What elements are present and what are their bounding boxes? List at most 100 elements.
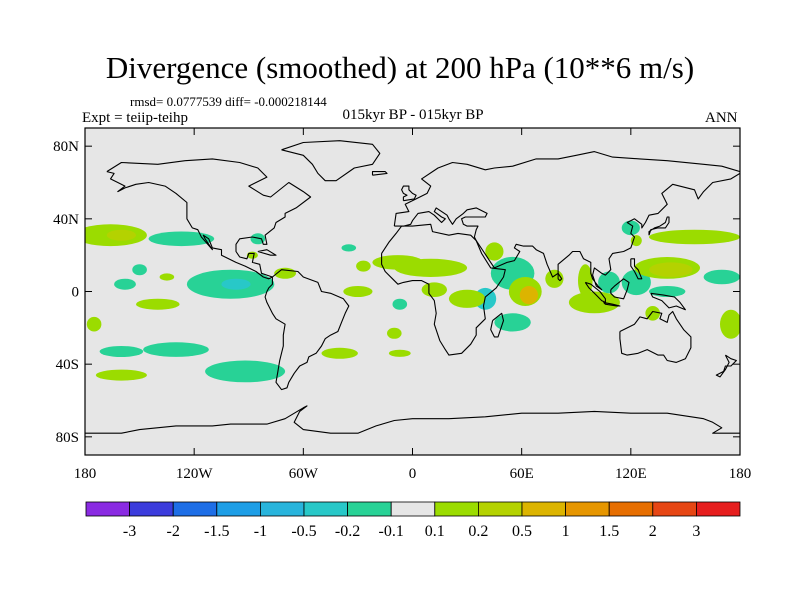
- colorbar-label: -0.1: [379, 523, 404, 540]
- colorbar-label: 0.2: [468, 523, 488, 540]
- colorbar-label: -3: [123, 523, 136, 540]
- divergence-region: [143, 342, 209, 357]
- coastline-sri-lanka: [557, 272, 563, 282]
- season-label: ANN: [705, 110, 738, 126]
- lon-tick-label: 120W: [176, 466, 214, 482]
- coastline-new-zealand: [715, 354, 737, 378]
- lat-tick-label: 80S: [56, 430, 79, 446]
- divergence-region: [106, 229, 136, 241]
- coastline-eurasia: [393, 151, 740, 291]
- divergence-region: [321, 347, 358, 359]
- coastline-java: [603, 301, 621, 307]
- coastline-australia: [619, 310, 692, 363]
- coastline-iceland: [371, 171, 388, 176]
- colorbar-label: -1: [254, 523, 267, 540]
- divergence-region: [148, 231, 215, 247]
- divergence-region: [703, 269, 740, 285]
- divergence-region: [250, 233, 266, 245]
- divergence-region: [519, 286, 539, 305]
- stats-line: rmsd= 0.0777539 diff= -0.000218144: [130, 94, 327, 109]
- colorbar: -3 -2 -1.5 -1 -0.5 -0.2 -0.1 0.1 0.2 0.5 1 1.5 2 3: [85, 501, 741, 540]
- lat-tick-label: 40N: [53, 212, 79, 228]
- divergence-region: [343, 286, 373, 297]
- divergence-region: [485, 242, 504, 261]
- coastline-africa: [381, 223, 506, 356]
- coastline-japan: [648, 216, 670, 236]
- colorbar-swatch: [172, 501, 218, 517]
- colorbar-swatch: [652, 501, 697, 517]
- colorbar-label: 0.5: [512, 523, 532, 540]
- map-title: Divergence (smoothed) at 200 hPa (10**6 …: [105, 50, 695, 85]
- colorbar-swatch: [303, 501, 348, 517]
- divergence-region: [95, 369, 147, 381]
- colorbar-swatch: [259, 501, 305, 517]
- divergence-region: [720, 309, 740, 339]
- divergence-region: [621, 220, 640, 236]
- divergence-region: [132, 264, 147, 276]
- colorbar-swatch: [129, 501, 174, 517]
- colorbar-swatch: [347, 501, 392, 517]
- coastline-antarctica: [85, 405, 740, 434]
- divergence-region: [99, 346, 144, 357]
- lon-tick-label: 120E: [615, 466, 647, 482]
- lon-tick-label: 60E: [510, 466, 534, 482]
- colorbar-label: 3: [692, 523, 700, 540]
- colorbar-label: 1.5: [599, 523, 619, 540]
- divergence-region: [341, 244, 357, 252]
- colorbar-swatch: [216, 501, 261, 517]
- divergence-region: [630, 235, 642, 247]
- divergence-region: [221, 278, 251, 290]
- divergence-region: [421, 282, 447, 298]
- divergence-region: [568, 291, 620, 314]
- divergence-region: [387, 327, 402, 339]
- divergence-region: [649, 262, 693, 278]
- colorbar-label: 1: [562, 523, 570, 540]
- lat-tick-label: 80N: [53, 139, 79, 155]
- map-panel: [84, 127, 741, 456]
- lon-tick-label: 0: [409, 466, 417, 482]
- divergence-region: [649, 229, 740, 245]
- coastline-new-guinea: [650, 292, 686, 311]
- divergence-region: [545, 269, 564, 288]
- colorbar-label: 0.1: [425, 523, 445, 540]
- center-label: 015kyr BP - 015kyr BP: [342, 107, 484, 123]
- divergence-region: [86, 316, 102, 332]
- colorbar-label: -0.2: [335, 523, 360, 540]
- divergence-region: [621, 269, 651, 296]
- lat-tick-label: 40S: [56, 357, 79, 373]
- experiment-label: Expt = teiip-teihp: [82, 110, 188, 126]
- divergence-region: [136, 298, 180, 310]
- coastline-philippines: [630, 258, 643, 280]
- divergence-region: [494, 313, 531, 332]
- colorbar-swatch: [565, 501, 610, 517]
- divergence-region: [392, 298, 408, 310]
- lon-tick-label: 180: [74, 466, 97, 482]
- coastline-greenland: [281, 140, 381, 182]
- divergence-region: [448, 289, 486, 308]
- coastline-britain: [401, 185, 417, 202]
- divergence-region: [394, 258, 468, 277]
- coastlines: [85, 140, 740, 434]
- colorbar-swatch: [477, 501, 523, 517]
- divergence-region: [205, 360, 286, 383]
- colorbar-label: 2: [649, 523, 657, 540]
- colorbar-swatch: [521, 501, 566, 517]
- colorbar-label: -2: [167, 523, 180, 540]
- divergence-region: [598, 271, 620, 294]
- map-axes: 80N 40N 0 40S 80S 180 120W 60W 0 60E 120E 180: [53, 128, 751, 482]
- divergence-region: [114, 278, 136, 290]
- coastline-borneo: [610, 278, 630, 300]
- divergence-region: [159, 273, 175, 281]
- colorbar-swatch: [85, 501, 130, 517]
- coastline-south-america: [264, 269, 350, 391]
- divergence-region: [356, 260, 371, 272]
- colorbar-swatch: [390, 501, 436, 517]
- coastline-north-america: [106, 158, 312, 280]
- lat-tick-label: 0: [72, 285, 80, 301]
- lon-tick-label: 180: [729, 466, 752, 482]
- colorbar-swatch: [434, 501, 479, 517]
- coastline-cuba: [257, 249, 277, 256]
- colorbar-swatch: [608, 501, 654, 517]
- colorbar-swatch: [696, 501, 741, 517]
